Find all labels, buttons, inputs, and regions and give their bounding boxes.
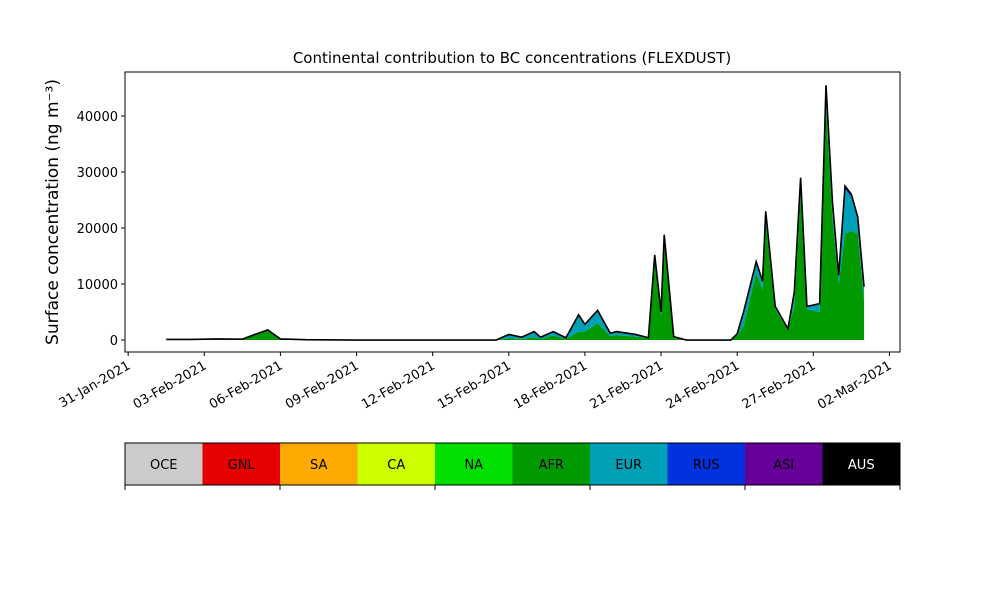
legend-swatch	[590, 443, 668, 485]
x-tick-label: 09-Feb-2021	[283, 358, 362, 412]
y-tick-label: 40000	[77, 110, 118, 125]
x-tick-label: 15-Feb-2021	[435, 358, 514, 412]
legend-label: NA	[464, 458, 483, 473]
legend-label: OCE	[150, 458, 178, 473]
legend-swatch	[435, 443, 513, 485]
legend-label: SA	[310, 458, 327, 473]
legend-label: AUS	[848, 458, 875, 473]
chart-title: Continental contribution to BC concentra…	[293, 49, 731, 67]
plot-frame	[124, 71, 901, 353]
legend-label: ASI	[773, 458, 794, 473]
legend-swatch	[822, 443, 900, 485]
x-tick-label: 31-Jan-2021	[57, 358, 134, 411]
legend-swatch	[202, 443, 280, 485]
x-tick-label: 24-Feb-2021	[664, 358, 743, 412]
x-tick-label: 12-Feb-2021	[359, 358, 438, 412]
x-tick-label: 03-Feb-2021	[131, 358, 210, 412]
y-tick-label: 20000	[77, 222, 118, 237]
x-tick-label: 27-Feb-2021	[740, 358, 819, 412]
legend-label: CA	[387, 458, 405, 473]
x-tick-label: 21-Feb-2021	[588, 358, 667, 412]
legend-frame	[124, 442, 901, 486]
legend-label: RUS	[693, 458, 720, 473]
total-outline	[166, 85, 865, 341]
legend-swatch	[357, 443, 435, 485]
legend-swatch	[512, 443, 590, 485]
legend-label: EUR	[615, 458, 642, 473]
x-tick-label: 18-Feb-2021	[511, 358, 590, 412]
legend-label: GNL	[228, 458, 256, 473]
x-tick-label: 06-Feb-2021	[207, 358, 286, 412]
y-tick-label: 0	[110, 334, 118, 349]
area	[166, 104, 865, 341]
y-tick-label: 10000	[77, 278, 118, 293]
legend-swatch	[280, 443, 358, 485]
x-tick-label: 02-Mar-2021	[815, 358, 894, 412]
legend-swatch	[667, 443, 745, 485]
legend-swatch	[745, 443, 823, 485]
legend-label: AFR	[539, 458, 564, 473]
y-tick-label: 30000	[77, 166, 118, 181]
legend-swatch	[125, 443, 203, 485]
y-axis-label: Surface concentration (ng m⁻³)	[43, 79, 63, 345]
